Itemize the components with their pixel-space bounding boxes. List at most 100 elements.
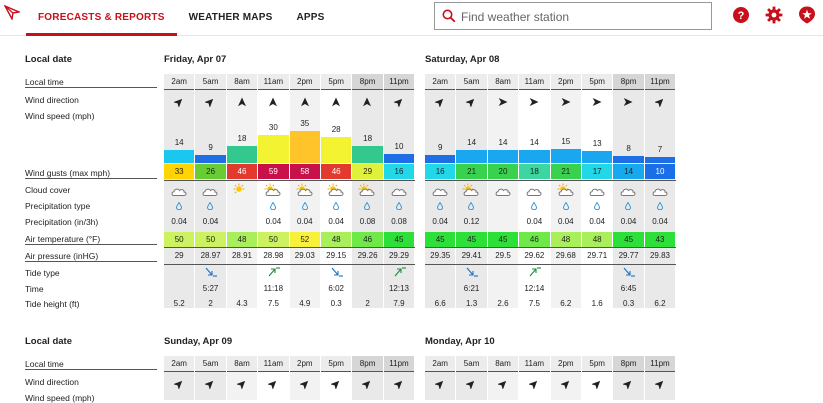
time-header: 8am — [226, 74, 258, 90]
precipitation-drop-icon — [562, 202, 569, 210]
wind-speed-bar — [550, 149, 581, 163]
wind-speed-value: 15 — [561, 137, 571, 147]
time-header: 8am — [487, 74, 519, 90]
time-header: 11pm — [644, 356, 676, 372]
wind-direction-arrow-icon — [497, 380, 506, 389]
wind-speed-value: 8 — [626, 143, 631, 153]
air-temperature-value: 48 — [550, 232, 581, 247]
help-icon[interactable]: ? — [732, 6, 750, 24]
air-temperature-value: 48 — [321, 232, 352, 247]
air-pressure-value: 29 — [174, 251, 184, 260]
cloud-cover-icon — [203, 188, 218, 196]
time-header: 11am — [519, 356, 550, 372]
wind-direction-arrow-icon — [529, 380, 538, 389]
precipitation-value: 0.04 — [589, 217, 605, 226]
wind-gust-value: 18 — [519, 164, 550, 179]
cloud-cover-icon — [462, 183, 479, 196]
precipitation-value: 0.04 — [265, 217, 282, 226]
tide-type-icon — [529, 267, 542, 277]
wind-speed-bar — [352, 146, 383, 163]
cloud-cover-icon — [621, 188, 636, 196]
wind-speed-value: 14 — [467, 138, 477, 148]
air-pressure-value: 29.68 — [555, 251, 576, 260]
time-header: 8pm — [352, 356, 383, 372]
air-temperature-value: 45 — [613, 232, 644, 247]
cloud-cover-icon — [432, 188, 448, 196]
precipitation-value: 0.08 — [359, 217, 376, 226]
gear-icon[interactable] — [765, 6, 783, 24]
row-separator — [164, 247, 416, 248]
wind-speed-value: 14 — [498, 138, 508, 148]
row-label-local-time-2: Local time — [25, 359, 157, 370]
air-temperature-value: 50 — [258, 232, 289, 247]
time-header: 5am — [195, 74, 226, 90]
precipitation-value: 0.04 — [202, 217, 219, 226]
time-header: 11pm — [644, 74, 676, 90]
row-label-air-temp: Air temperature (°F) — [25, 234, 157, 245]
tide-time-value: 12:14 — [524, 284, 545, 293]
time-header: 11am — [258, 74, 289, 90]
air-pressure-value: 29.62 — [524, 251, 545, 260]
tide-type-icon — [394, 267, 406, 277]
cloud-cover-icon — [557, 183, 574, 196]
wind-gust-value: 14 — [613, 164, 644, 179]
favorites-star-icon[interactable] — [798, 6, 816, 24]
tide-height-value: 1.6 — [591, 299, 603, 308]
tide-height-value: 4.9 — [299, 299, 311, 308]
row-label-tide-height: Tide height (ft) — [25, 299, 80, 309]
wind-direction-arrow-icon — [332, 97, 340, 107]
cloud-cover-icon — [391, 188, 407, 196]
tab-forecasts-reports[interactable]: FORECASTS & REPORTS — [26, 0, 177, 36]
windfinder-logo-icon[interactable] — [4, 4, 20, 20]
air-temperature-value: 48 — [582, 232, 613, 247]
air-pressure-value: 28.98 — [263, 251, 284, 260]
wind-speed-value: 9 — [437, 142, 443, 152]
tide-time-value: 6:21 — [463, 284, 480, 293]
wind-speed-value: 10 — [394, 141, 404, 151]
wind-direction-arrow-icon — [466, 380, 475, 389]
wind-gust-value: 58 — [289, 164, 320, 179]
tab-apps[interactable]: APPS — [296, 12, 325, 23]
air-temperature-value: 45 — [425, 232, 456, 247]
wind-direction-arrow-icon — [174, 380, 183, 389]
time-header: 8pm — [613, 74, 644, 90]
air-pressure-value: 28.91 — [231, 251, 252, 260]
tide-type-icon — [466, 267, 479, 277]
row-label-wind-gusts: Wind gusts (max mph) — [25, 168, 157, 179]
precipitation-drop-icon — [395, 202, 402, 210]
wind-direction-arrow-icon — [498, 98, 508, 106]
row-label-cloud-cover: Cloud cover — [25, 185, 71, 195]
search-input[interactable] — [461, 8, 701, 26]
cloud-cover-icon — [358, 183, 375, 196]
air-temperature-value: 48 — [226, 232, 258, 247]
wind-speed-bar — [164, 150, 195, 163]
tide-height-value: 2.6 — [497, 299, 509, 308]
air-pressure-value: 29.26 — [357, 251, 378, 260]
time-header: 2pm — [289, 74, 320, 90]
wind-direction-arrow-icon — [592, 98, 602, 106]
row-separator — [164, 264, 416, 265]
tab-weather-maps[interactable]: WEATHER MAPS — [188, 12, 273, 23]
cloud-cover-icon — [652, 188, 668, 196]
wind-speed-bar — [258, 135, 289, 163]
air-pressure-value: 29.29 — [388, 251, 409, 260]
precipitation-drop-icon — [468, 202, 475, 210]
air-temperature-value: 45 — [383, 232, 415, 247]
wind-direction-arrow-icon — [561, 98, 571, 106]
air-pressure-value: 29.41 — [461, 251, 482, 260]
wind-speed-bar — [321, 137, 352, 163]
search-icon[interactable] — [442, 9, 456, 23]
row-separator — [425, 264, 677, 265]
wind-gust-value: 46 — [321, 164, 352, 179]
tide-type-icon — [623, 267, 636, 277]
day-title-1: Saturday, Apr 08 — [425, 54, 500, 65]
wind-direction-arrow-icon — [237, 97, 246, 107]
air-pressure-value: 29.77 — [618, 251, 639, 260]
air-temperature-value: 45 — [487, 232, 519, 247]
wind-direction-arrow-icon — [331, 380, 340, 389]
row-separator — [425, 247, 677, 248]
row-label-local-time: Local time — [25, 77, 157, 88]
wind-direction-arrow-icon — [435, 98, 444, 107]
row-label-wind-speed-2: Wind speed (mph) — [25, 393, 95, 403]
wind-gust-value: 16 — [383, 164, 415, 179]
